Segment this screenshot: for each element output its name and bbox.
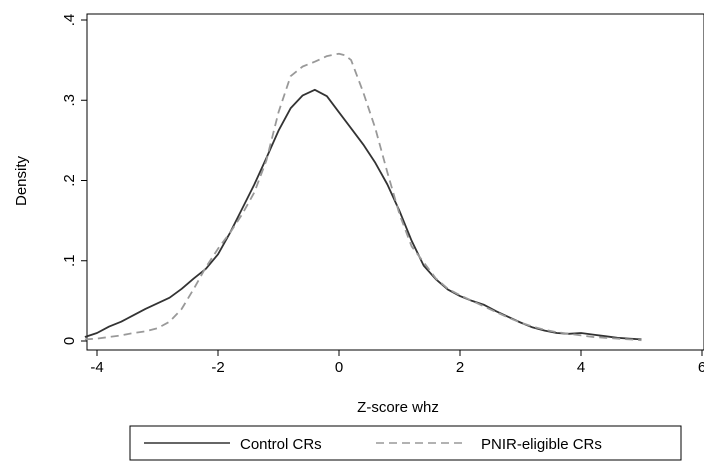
legend-label-pnir: PNIR-eligible CRs (481, 436, 602, 453)
y-tick-label: .1 (61, 254, 78, 267)
series-line-pnir (85, 54, 642, 341)
y-axis-label: Density (13, 155, 30, 206)
x-axis-label: Z-score whz (357, 399, 439, 416)
legend: Control CRs PNIR-eligible CRs (130, 426, 681, 460)
plot-frame (87, 14, 704, 350)
plot-series (85, 54, 642, 341)
legend-label-control: Control CRs (240, 436, 322, 453)
series-line-control (85, 90, 642, 340)
y-tick-label: .4 (61, 14, 78, 27)
x-tick-label: 4 (577, 359, 585, 376)
y-tick-label: .3 (61, 94, 78, 107)
x-tick-label: -4 (90, 359, 103, 376)
x-tick-label: 6 (698, 359, 704, 376)
axes: -4 -2 0 2 4 6 0 .1 .2 .3 .4 (61, 14, 704, 376)
x-tick-label: 0 (335, 359, 343, 376)
y-tick-label: 0 (61, 337, 78, 345)
x-tick-label: 2 (456, 359, 464, 376)
x-tick-label: -2 (211, 359, 224, 376)
y-tick-label: .2 (61, 174, 78, 187)
